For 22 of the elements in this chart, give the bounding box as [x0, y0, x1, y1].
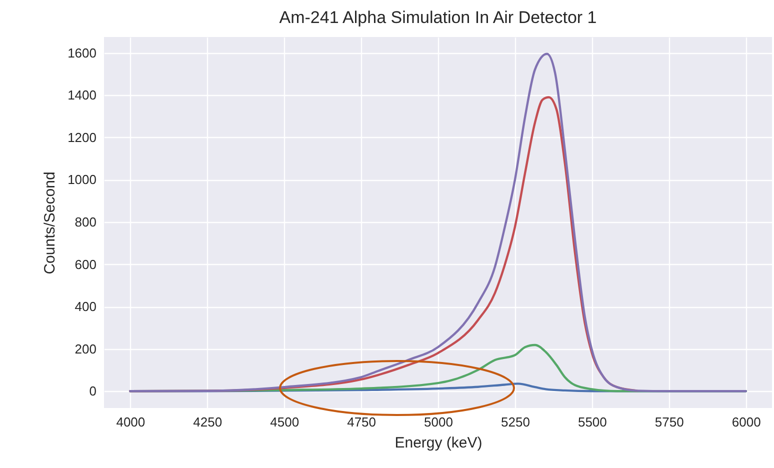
x-tick-label: 5750 — [654, 414, 684, 430]
y-tick-label: 1200 — [68, 130, 96, 145]
line-series — [129, 52, 747, 392]
y-tick-label: 0 — [89, 384, 96, 399]
x-tick-label: 5250 — [501, 414, 530, 430]
y-tick-label: 400 — [74, 299, 96, 314]
x-tick-label: 5500 — [578, 414, 607, 430]
y-axis-title: Counts/Second — [42, 172, 59, 274]
x-tick-label: 6000 — [732, 414, 761, 430]
x-tick-label: 4750 — [347, 414, 376, 430]
y-tick-label: 200 — [74, 341, 96, 356]
y-tick-label: 1400 — [68, 88, 96, 103]
x-axis-title: Energy (keV) — [394, 434, 482, 452]
x-tick-label: 4500 — [270, 414, 300, 430]
y-tick-label: 1600 — [68, 45, 96, 60]
y-tick-label: 800 — [74, 214, 96, 230]
x-tick-label: 4000 — [116, 414, 146, 430]
y-tick-label: 1000 — [68, 172, 96, 188]
y-tick-label: 600 — [74, 256, 96, 272]
chart-title: Am-241 Alpha Simulation In Air Detector 1 — [279, 8, 597, 27]
x-tick-label: 4250 — [193, 414, 222, 430]
x-tick-label: 5000 — [424, 414, 453, 430]
